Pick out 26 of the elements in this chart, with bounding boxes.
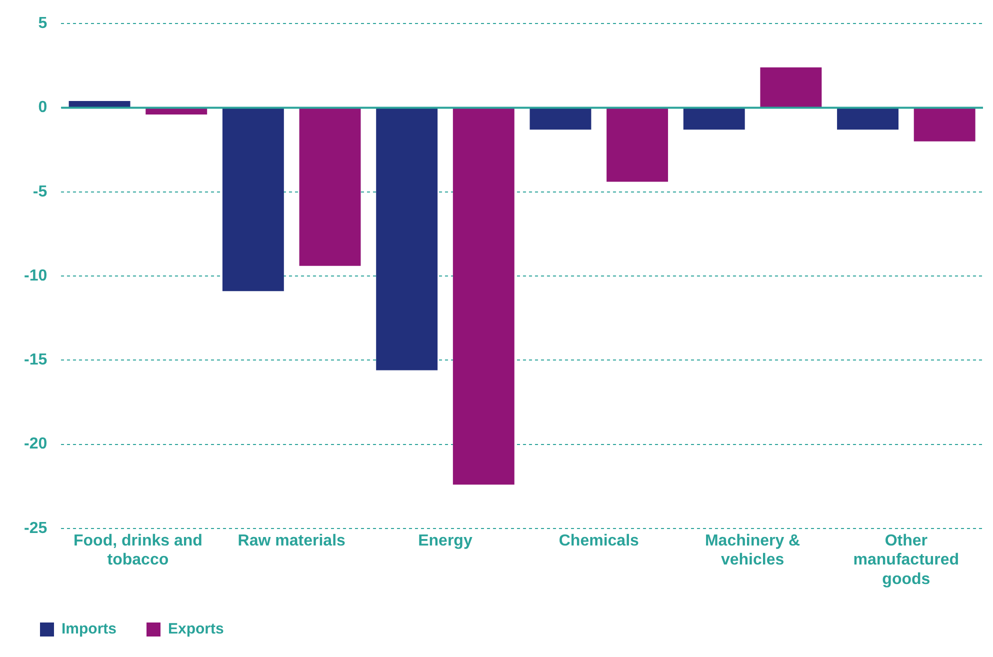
x-tick-label: Machinery & vehicles xyxy=(704,532,801,569)
y-tick-label: -5 xyxy=(32,183,48,200)
legend-label: Imports xyxy=(62,620,117,638)
y-tick-label: -25 xyxy=(24,520,48,537)
y-tick-label: 0 xyxy=(38,99,48,116)
bar xyxy=(222,108,284,292)
bar xyxy=(760,67,822,108)
x-tick-label: Chemicals xyxy=(558,532,640,550)
y-tick-label: 5 xyxy=(38,15,48,32)
x-tick-label: Other manufactured goods xyxy=(853,532,960,588)
bar xyxy=(683,108,745,130)
bar xyxy=(530,108,592,130)
bar xyxy=(146,108,208,114)
bar xyxy=(452,108,514,485)
bar xyxy=(606,108,668,182)
x-tick-label: Energy xyxy=(418,532,472,550)
x-tick-label: Food, drinks and tobacco xyxy=(74,532,202,569)
bar xyxy=(837,108,898,130)
bar xyxy=(299,108,361,266)
x-tick-label: Raw materials xyxy=(238,532,346,550)
legend-label: Exports xyxy=(168,620,224,638)
y-tick-label: -10 xyxy=(24,267,48,284)
y-tick-label: -15 xyxy=(24,352,48,369)
bar xyxy=(376,108,438,370)
y-tick-label: -20 xyxy=(24,436,48,453)
bar xyxy=(914,108,976,142)
